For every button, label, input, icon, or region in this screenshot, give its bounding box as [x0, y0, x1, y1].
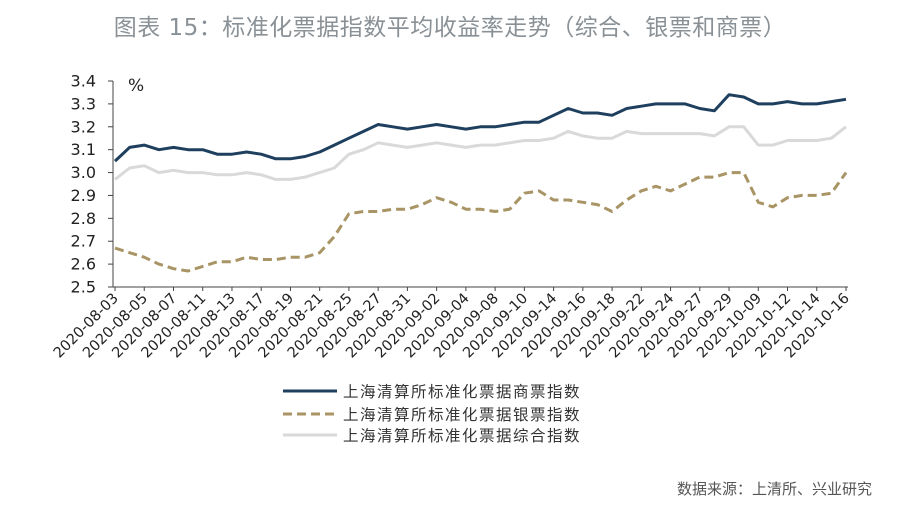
- y-tick-label: 3.3: [71, 94, 96, 113]
- y-tick-label: 3.0: [71, 163, 96, 182]
- axes: 3.43.33.23.13.02.92.82.72.62.5%2020-08-0…: [51, 72, 853, 362]
- legend-label-3: 上海清算所标准化票据综合指数: [343, 426, 581, 445]
- y-tick-label: 3.1: [71, 140, 96, 159]
- y-tick-label: 2.6: [71, 255, 96, 274]
- y-unit-label: %: [128, 76, 144, 96]
- source-note: 数据来源：上清所、兴业研究: [676, 480, 872, 498]
- y-tick-label: 3.2: [71, 117, 96, 136]
- series-line-2: [114, 171, 848, 273]
- y-tick-label: 3.4: [71, 72, 96, 91]
- y-tick-label: 2.8: [71, 209, 96, 228]
- legend-label-1: 上海清算所标准化票据商票指数: [343, 382, 581, 401]
- series-group: [113, 93, 848, 273]
- y-tick-label: 2.7: [71, 232, 96, 251]
- legend-label-2: 上海清算所标准化票据银票指数: [343, 405, 581, 424]
- series-line-3: [114, 125, 847, 181]
- legend: 上海清算所标准化票据商票指数上海清算所标准化票据银票指数上海清算所标准化票据综合…: [283, 382, 581, 445]
- series-line-1: [113, 93, 847, 163]
- y-tick-label: 2.5: [71, 278, 96, 297]
- y-tick-label: 2.9: [71, 186, 96, 205]
- chart-title: 图表 15：标准化票据指数平均收益率走势（综合、银票和商票）: [113, 15, 787, 41]
